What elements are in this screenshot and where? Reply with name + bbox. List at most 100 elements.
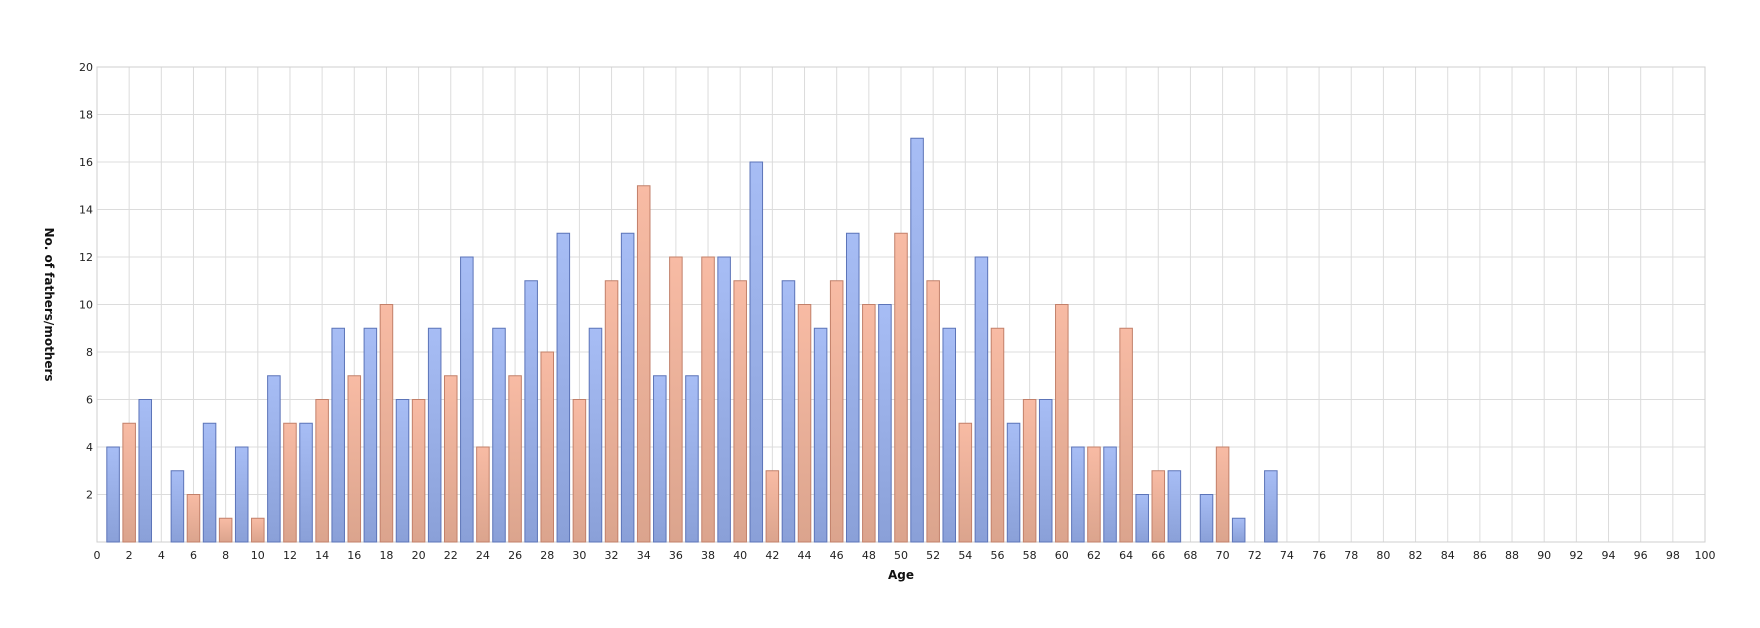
- bar-series-2-age-56: [990, 327, 1005, 543]
- bar-series-2-age-32: [604, 280, 619, 543]
- bar-series-2-age-66: [1151, 470, 1166, 543]
- bar-series-2-age-28: [540, 351, 555, 543]
- x-tick-label: 74: [1280, 549, 1294, 562]
- bar-series-2-age-6: [186, 494, 201, 543]
- x-tick-label: 42: [765, 549, 779, 562]
- bar-series-1-age-27: [524, 280, 538, 543]
- bar-series-1-age-23: [460, 256, 474, 543]
- y-tick-label: 2: [86, 489, 93, 502]
- x-tick-label: 24: [476, 549, 490, 562]
- bar-series-2-age-64: [1119, 327, 1133, 543]
- bar-series-2-age-42: [765, 470, 780, 543]
- x-tick-label: 78: [1344, 549, 1358, 562]
- bar-series-2-age-70: [1215, 446, 1230, 543]
- bar-series-1-age-1: [106, 446, 120, 543]
- bar-series-2-age-38: [701, 256, 715, 543]
- x-axis-ticks: 0 2 4 6 8 10 12 14 16 18 20 22 24 26 28 30 32 34 36 38 40 42 4…: [94, 549, 1716, 562]
- bar-series-2-age-50: [894, 232, 908, 543]
- y-tick-label: 18: [79, 109, 93, 122]
- bar-series-1-age-65: [1135, 494, 1149, 543]
- bar-series-1-age-51: [910, 137, 924, 543]
- bar-series-2-age-34: [636, 185, 651, 543]
- bar-series-1-age-73: [1264, 470, 1278, 543]
- x-tick-label: 70: [1216, 549, 1230, 562]
- bar-series-1-age-19: [395, 399, 410, 543]
- bar-series-2-age-48: [862, 304, 876, 543]
- bar-series-1-age-61: [1071, 446, 1085, 543]
- x-tick-label: 30: [572, 549, 586, 562]
- x-tick-label: 20: [412, 549, 426, 562]
- x-tick-label: 50: [894, 549, 908, 562]
- x-tick-label: 18: [379, 549, 393, 562]
- bar-series-2-age-44: [797, 304, 812, 543]
- bar-series-1-age-63: [1103, 446, 1117, 543]
- x-tick-label: 44: [798, 549, 812, 562]
- bar-series-1-age-25: [492, 327, 506, 543]
- x-tick-label: 54: [958, 549, 972, 562]
- x-tick-label: 98: [1666, 549, 1680, 562]
- bar-series-1-age-5: [170, 470, 185, 543]
- bar-series-1-age-31: [588, 327, 603, 543]
- x-tick-label: 58: [1023, 549, 1037, 562]
- bar-series-1-age-41: [749, 161, 764, 543]
- bar-series-1-age-13: [299, 422, 313, 543]
- bar-series-1-age-53: [942, 327, 957, 543]
- x-tick-label: 40: [733, 549, 747, 562]
- x-tick-label: 96: [1634, 549, 1648, 562]
- y-tick-label: 14: [79, 204, 93, 217]
- bar-series-1-age-9: [234, 446, 249, 543]
- x-tick-label: 22: [444, 549, 458, 562]
- x-tick-label: 52: [926, 549, 940, 562]
- x-tick-label: 68: [1183, 549, 1197, 562]
- x-tick-label: 88: [1505, 549, 1519, 562]
- x-tick-label: 12: [283, 549, 297, 562]
- bar-series-2-age-62: [1087, 446, 1101, 543]
- x-tick-label: 16: [347, 549, 361, 562]
- x-tick-label: 76: [1312, 549, 1326, 562]
- bar-series-1-age-7: [202, 422, 217, 543]
- bar-series-1-age-33: [620, 232, 635, 543]
- x-tick-label: 84: [1441, 549, 1455, 562]
- bar-series-2-age-30: [572, 399, 587, 543]
- x-tick-label: 8: [222, 549, 229, 562]
- bar-series-1-age-55: [974, 256, 989, 543]
- bar-series-1-age-29: [556, 232, 571, 543]
- x-tick-label: 0: [94, 549, 101, 562]
- bar-series-2-age-2: [122, 422, 136, 543]
- bar-series-1-age-69: [1199, 494, 1214, 543]
- bar-series-2-age-40: [733, 280, 747, 543]
- x-tick-label: 14: [315, 549, 329, 562]
- x-tick-label: 86: [1473, 549, 1487, 562]
- y-tick-label: 4: [86, 441, 93, 454]
- x-tick-label: 66: [1151, 549, 1165, 562]
- bar-series-2-age-26: [508, 375, 522, 543]
- bar-series-1-age-35: [653, 375, 667, 543]
- bar-series-2-age-46: [829, 280, 844, 543]
- x-tick-label: 62: [1087, 549, 1101, 562]
- bars: [106, 137, 1278, 543]
- x-tick-label: 94: [1602, 549, 1616, 562]
- bar-series-1-age-43: [781, 280, 796, 543]
- x-tick-label: 92: [1569, 549, 1583, 562]
- bar-series-1-age-59: [1038, 399, 1053, 543]
- x-tick-label: 2: [126, 549, 133, 562]
- x-tick-label: 90: [1537, 549, 1551, 562]
- x-tick-label: 48: [862, 549, 876, 562]
- x-tick-label: 64: [1119, 549, 1133, 562]
- bar-series-2-age-18: [379, 304, 394, 543]
- bar-series-1-age-49: [878, 304, 892, 543]
- bar-series-1-age-15: [331, 327, 345, 543]
- bar-series-2-age-22: [443, 375, 458, 543]
- y-tick-label: 8: [86, 346, 93, 359]
- x-tick-label: 10: [251, 549, 265, 562]
- bar-series-1-age-57: [1006, 422, 1021, 543]
- bar-series-2-age-54: [958, 422, 973, 543]
- bar-series-2-age-16: [347, 375, 362, 543]
- x-tick-label: 28: [540, 549, 554, 562]
- bar-series-2-age-24: [476, 446, 490, 543]
- x-tick-label: 46: [830, 549, 844, 562]
- x-tick-label: 4: [158, 549, 165, 562]
- x-tick-label: 100: [1695, 549, 1716, 562]
